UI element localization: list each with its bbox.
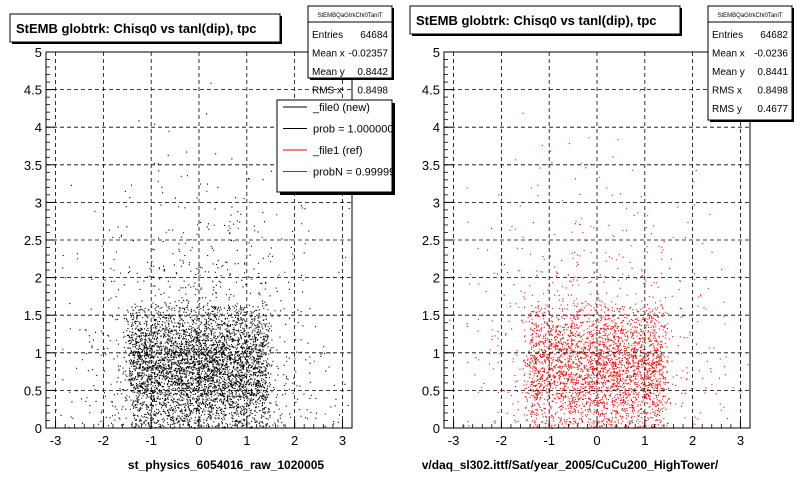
y-tick-label: 0.5 xyxy=(422,383,440,398)
x-tick-label: 0 xyxy=(195,433,202,448)
y-axis: 0 0.5 1 1.5 2 2.5 3 3.5 4 4.5 5 xyxy=(24,45,55,436)
y-tick-label: 0 xyxy=(35,421,42,436)
title-box xyxy=(9,13,281,43)
y-tick-label: 5 xyxy=(433,45,440,60)
y-tick-label: 1.5 xyxy=(24,308,42,323)
x-tick-label: -1 xyxy=(145,433,157,448)
x-tick-label: -3 xyxy=(50,433,62,448)
stats-value: 64684 xyxy=(360,30,388,41)
x-tick-label: 1 xyxy=(243,433,250,448)
x-tick-label: 3 xyxy=(737,433,744,448)
y-tick-label: 1.5 xyxy=(422,308,440,323)
y-tick-label: 0 xyxy=(433,421,440,436)
y-tick-label: 2 xyxy=(35,271,42,286)
y-tick-label: 3.5 xyxy=(24,158,42,173)
y-tick-label: 1 xyxy=(35,346,42,361)
x-tick-label: 1 xyxy=(641,433,648,448)
x-tick-label: 2 xyxy=(291,433,298,448)
chart-title: StEMB globtrk: Chisq0 vs tanl(dip), tpc xyxy=(16,21,257,36)
stats-name: StEMBQaGtrkChi0TanlT xyxy=(317,13,382,19)
stats-label: RMS x xyxy=(312,86,342,97)
title-box xyxy=(409,5,681,35)
stats-value: 0.8498 xyxy=(757,86,788,97)
legend-entry: prob = 1.000000 xyxy=(313,124,393,136)
y-tick-label: 4.5 xyxy=(422,83,440,98)
stats-value: -0.0236 xyxy=(754,49,788,60)
legend-entry: _file0 (new) xyxy=(312,102,370,114)
stats-value: 0.8441 xyxy=(757,67,788,78)
y-tick-label: 4.5 xyxy=(24,83,42,98)
y-tick-label: 2.5 xyxy=(422,233,440,248)
legend-box xyxy=(276,99,393,193)
y-tick-label: 0.5 xyxy=(24,383,42,398)
y-tick-label: 2.5 xyxy=(24,233,42,248)
y-axis: 0 0.5 1 1.5 2 2.5 3 3.5 4 4.5 5 xyxy=(422,45,453,436)
y-tick-label: 2 xyxy=(433,271,440,286)
stats-label: Mean y xyxy=(712,67,745,78)
x-tick-label: -3 xyxy=(448,433,460,448)
y-tick-label: 1 xyxy=(433,346,440,361)
x-tick-label: 3 xyxy=(339,433,346,448)
stats-name: StEMBQaGtrkChi0TanlT xyxy=(717,13,782,19)
y-tick-label: 3 xyxy=(433,195,440,210)
legend-entry: _file1 (ref) xyxy=(312,145,363,157)
left-histogram-panel: -3 -2 -1 0 1 2 3 0 0.5 1 1.5 2 2.5 3 3.5 4 4.5 5 st_physic… xyxy=(9,5,401,472)
stats-value: 64682 xyxy=(760,30,788,41)
x-axis-label: v/daq_sl302.ittf/Sat/year_2005/CuCu200_H… xyxy=(422,458,719,472)
x-tick-label: -1 xyxy=(543,433,555,448)
stats-label: RMS y xyxy=(712,104,742,115)
stats-value: 0.4677 xyxy=(757,104,788,115)
right-histogram-panel: -3 -2 -1 0 1 2 3 0 0.5 1 1.5 2 2.5 3 3.5 4 4.5 5 v/daq_sl3… xyxy=(409,5,794,472)
stats-label: Entries xyxy=(712,30,743,41)
x-axis-label: st_physics_6054016_raw_1020005 xyxy=(128,458,324,472)
y-tick-label: 5 xyxy=(35,45,42,60)
stats-box xyxy=(707,5,793,121)
stats-label: RMS x xyxy=(712,86,742,97)
stats-box xyxy=(307,5,393,79)
x-tick-label: -2 xyxy=(496,433,508,448)
x-axis: -3 -2 -1 0 1 2 3 xyxy=(50,420,346,448)
stats-label: Mean y xyxy=(312,67,345,78)
stats-label: Entries xyxy=(312,30,343,41)
x-tick-label: -2 xyxy=(98,433,110,448)
legend-entry: probN = 0.999999 xyxy=(313,167,401,179)
y-tick-label: 4 xyxy=(433,120,440,135)
stats-value: -0.02357 xyxy=(349,49,389,60)
chart-title: StEMB globtrk: Chisq0 vs tanl(dip), tpc xyxy=(416,13,657,28)
x-tick-label: 0 xyxy=(593,433,600,448)
stats-label: Mean x xyxy=(312,49,345,60)
y-tick-label: 3.5 xyxy=(422,158,440,173)
stats-label: Mean x xyxy=(712,49,745,60)
legend: _file0 (new) prob = 1.000000 _file1 (ref) p… xyxy=(283,102,401,179)
stats-value: 0.8442 xyxy=(357,67,388,78)
y-tick-label: 4 xyxy=(35,120,42,135)
x-tick-label: 2 xyxy=(689,433,696,448)
x-axis: -3 -2 -1 0 1 2 3 xyxy=(448,420,744,448)
stats-value: 0.8498 xyxy=(357,86,388,97)
y-tick-label: 3 xyxy=(35,195,42,210)
